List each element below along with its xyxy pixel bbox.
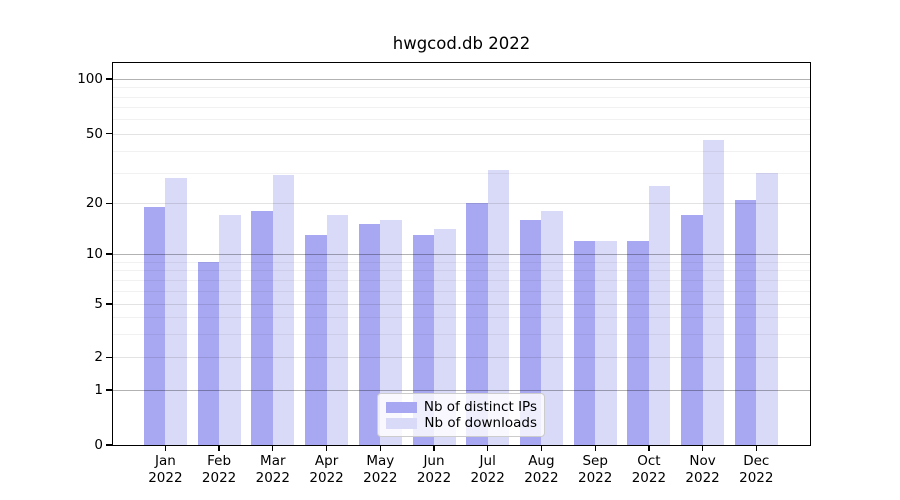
x-axis-tick-label: Oct 2022 <box>631 453 667 486</box>
legend-item-distinct-ips: Nb of distinct IPs <box>384 399 537 415</box>
gridline-y-80 <box>113 96 810 98</box>
gridline-y-60 <box>113 119 810 121</box>
y-axis-tick <box>106 133 112 135</box>
x-axis-tick <box>218 446 220 451</box>
bar-nb-of-downloads-jun <box>434 229 456 445</box>
bar-nb-of-distinct-ips-oct <box>627 240 649 445</box>
y-axis-tick <box>106 389 112 391</box>
bar-nb-of-downloads-oct <box>648 186 671 445</box>
gridline-y-90 <box>113 87 810 89</box>
bar-nb-of-downloads-mar <box>272 175 295 445</box>
bar-nb-of-distinct-ips-aug <box>519 219 542 445</box>
y-axis-tick-label: 1 <box>94 382 103 398</box>
plot-area: Nb of distinct IPs Nb of downloads 0 1 2 5 1… <box>77 62 811 486</box>
gridline-y-70 <box>113 107 810 109</box>
gridline-y-8 <box>113 270 810 272</box>
x-axis-tick <box>594 446 596 451</box>
y-axis-tick <box>106 356 112 358</box>
bar-nb-of-downloads-apr <box>326 215 349 445</box>
x-axis-tick <box>755 446 757 451</box>
y-axis-tick <box>106 78 112 80</box>
y-axis-tick-label: 0 <box>94 437 103 453</box>
x-axis-tick-label: Dec 2022 <box>739 453 774 486</box>
bar-nb-of-downloads-sep <box>595 240 617 445</box>
bar-nb-of-distinct-ips-nov <box>681 215 703 445</box>
bar-nb-of-distinct-ips-jul <box>466 203 488 445</box>
x-axis-tick-label: Jul 2022 <box>470 453 505 486</box>
gridline-y-3 <box>113 333 810 335</box>
legend-label-downloads: Nb of downloads <box>424 415 537 431</box>
bar-nb-of-downloads-may <box>380 219 402 445</box>
bar-nb-of-downloads-nov <box>702 140 725 445</box>
gridline-y-6 <box>113 290 810 292</box>
bar-nb-of-distinct-ips-jan <box>143 207 166 445</box>
gridline-y-40 <box>113 150 810 152</box>
bar-nb-of-downloads-feb <box>219 215 241 445</box>
gridline-y-2 <box>113 357 810 359</box>
x-axis-tick-label: May 2022 <box>363 453 398 486</box>
bar-nb-of-downloads-jan <box>165 177 187 445</box>
gridline-y-50 <box>113 133 810 135</box>
x-axis-tick <box>487 446 489 451</box>
gridline-y-10 <box>113 254 810 255</box>
bar-nb-of-downloads-aug <box>541 211 563 445</box>
x-axis-tick <box>379 446 381 451</box>
x-axis-tick <box>325 446 328 451</box>
y-axis-tick-label: 5 <box>94 296 103 312</box>
x-axis-tick <box>433 446 435 451</box>
legend-item-downloads: Nb of downloads <box>384 415 537 431</box>
x-axis-tick-label: Mar 2022 <box>255 453 290 486</box>
x-axis-tick-label: Nov 2022 <box>685 453 720 486</box>
x-axis-tick <box>648 446 650 451</box>
bar-nb-of-distinct-ips-sep <box>573 240 596 445</box>
legend: Nb of distinct IPs Nb of downloads <box>377 393 545 437</box>
y-axis-tick-label: 20 <box>85 195 103 212</box>
gridline-y-5 <box>113 304 810 305</box>
y-axis-tick-label: 100 <box>77 71 103 87</box>
legend-swatch-distinct-ips <box>386 401 417 413</box>
gridline-y-4 <box>113 317 810 318</box>
legend-label-distinct-ips: Nb of distinct IPs <box>423 399 537 415</box>
x-axis-tick-label: Apr 2022 <box>309 453 344 486</box>
x-axis-tick <box>701 446 704 451</box>
gridline-y-20 <box>113 203 810 205</box>
chart-title: hwgcod.db 2022 <box>392 34 531 53</box>
y-axis-tick <box>106 444 112 446</box>
y-axis-tick-label: 10 <box>85 246 103 262</box>
bar-nb-of-distinct-ips-mar <box>251 211 273 445</box>
bar-nb-of-distinct-ips-may <box>358 224 381 445</box>
x-axis-tick <box>272 446 274 451</box>
y-axis-tick <box>106 253 112 255</box>
x-axis-tick-label: Jun 2022 <box>416 453 452 486</box>
bar-nb-of-downloads-jul <box>487 170 510 445</box>
x-axis-tick-label: Sep 2022 <box>578 453 613 486</box>
x-axis-tick-label: Jan 2022 <box>148 453 183 486</box>
y-axis-tick-label: 2 <box>94 349 103 366</box>
y-axis-tick <box>106 202 112 204</box>
bar-nb-of-distinct-ips-jun <box>412 234 434 445</box>
bar-nb-of-distinct-ips-dec <box>734 199 757 445</box>
bar-nb-of-distinct-ips-feb <box>197 261 220 445</box>
gridline-y-1 <box>113 390 810 391</box>
gridline-y-100 <box>113 79 810 80</box>
y-axis-tick <box>106 303 112 305</box>
gridline-y-9 <box>113 261 810 263</box>
y-axis-tick-label: 50 <box>85 125 103 142</box>
gridline-y-30 <box>113 172 810 174</box>
gridline-y-7 <box>113 279 810 281</box>
legend-swatch-downloads <box>386 417 417 429</box>
x-axis-tick <box>540 446 543 451</box>
x-axis-tick-label: Feb 2022 <box>201 453 237 486</box>
x-axis-tick <box>164 446 167 451</box>
bar-nb-of-distinct-ips-apr <box>305 234 327 445</box>
bar-nb-of-downloads-dec <box>756 172 778 445</box>
x-axis-tick-label: Aug 2022 <box>524 453 559 486</box>
